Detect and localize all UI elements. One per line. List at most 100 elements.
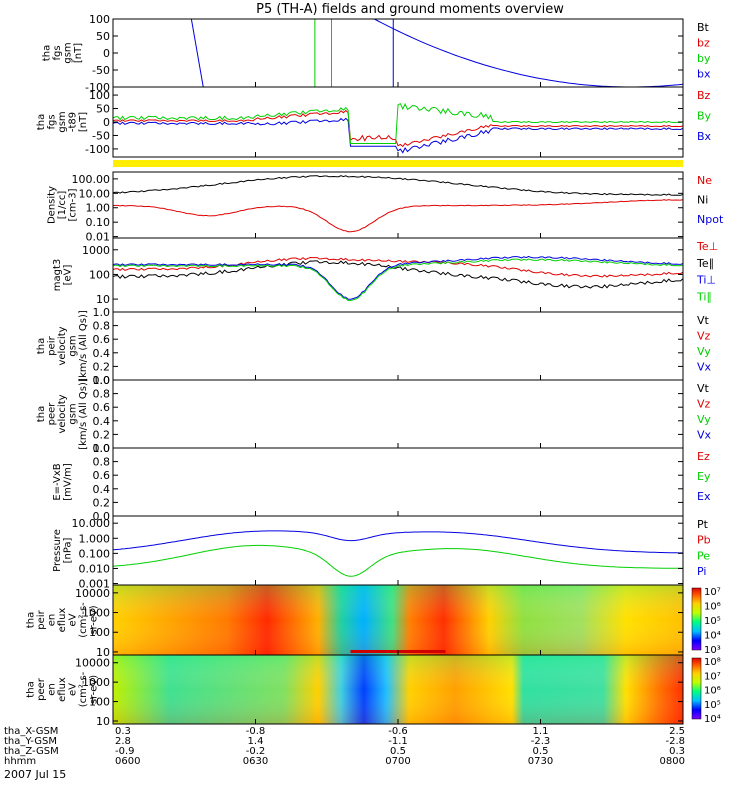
legend-Npot: Npot xyxy=(697,213,724,226)
panel-temp: 1000 100 10 magt3[eV] Te⊥ Te∥ Ti⊥ Ti∥ xyxy=(52,237,718,313)
panel-vi: 1.00.80.60.40.20.0thapeirvelocitygsm[km/… xyxy=(36,306,712,387)
spectrogram-shade xyxy=(113,655,683,724)
y-axis-label-line: [eV] xyxy=(62,265,73,286)
panel-frame xyxy=(112,18,684,88)
x-tick-label: 0700 xyxy=(385,756,410,767)
y-axis-label-line: eV xyxy=(68,613,79,626)
y-axis-label-line: magt3 xyxy=(52,259,63,292)
y-tick-label: 1000 xyxy=(82,676,110,689)
legend-Ni: Ni xyxy=(697,193,708,206)
panel-frame xyxy=(112,311,684,381)
y-axis-label-line: en xyxy=(47,614,58,627)
legend-Bt: Bt xyxy=(697,21,710,34)
y-axis-label-line: peir xyxy=(47,335,58,355)
y-axis-label-line: sr-eV) xyxy=(89,675,100,704)
colorbar-tick: 10⁷ xyxy=(704,671,721,682)
legend-Vt: Vt xyxy=(697,314,710,327)
series-by xyxy=(314,19,332,87)
legend-Vt: Vt xyxy=(697,382,710,395)
colorbar xyxy=(691,587,702,651)
y-axis-label: thapeervelocitygsm[km/s (All Qs)] xyxy=(36,378,89,450)
plot-area xyxy=(113,175,683,233)
x-tick-label: -0.8 xyxy=(246,726,266,737)
plot-area xyxy=(113,655,683,724)
y-tick-label: 50 xyxy=(96,103,110,116)
legend-Vy: Vy xyxy=(697,345,711,358)
x-row-label: tha_Y-GSM xyxy=(4,736,57,747)
colorbar-tick: 10⁴ xyxy=(704,714,721,725)
y-tick-label: -100 xyxy=(85,143,110,156)
spectrogram-shade xyxy=(113,585,683,655)
x-tick-label: 0630 xyxy=(243,756,268,767)
panel-frame xyxy=(112,515,684,586)
legend-Pt: Pt xyxy=(697,518,709,531)
y-tick-label: 0.100 xyxy=(79,547,111,560)
y-axis-label-line: eV xyxy=(68,683,79,696)
y-axis-label-line: Pressure xyxy=(52,529,63,572)
y-axis-label-line: gsm xyxy=(57,111,68,132)
legend-Ti∥: Ti∥ xyxy=(696,290,712,303)
colorbar-tick: 10³ xyxy=(704,645,721,656)
y-tick-label: 1.000 xyxy=(79,532,111,545)
series-Ne xyxy=(113,199,683,233)
plot-area xyxy=(113,585,683,655)
y-axis-label-line: velocity xyxy=(57,394,68,433)
series-Te-par xyxy=(113,260,683,289)
y-axis-label-line: peer xyxy=(47,402,58,426)
y-tick-label: 0.2 xyxy=(93,428,111,441)
y-tick-label: 10000 xyxy=(75,657,110,670)
y-axis-label-line: eflux xyxy=(57,608,68,633)
x-row-label: tha_Z-GSM xyxy=(4,746,59,757)
y-axis-label-line: peer xyxy=(36,677,47,701)
legend-Bx: Bx xyxy=(697,130,712,143)
x-row-label: tha_X-GSM xyxy=(4,726,58,737)
legend-Pi: Pi xyxy=(697,565,706,578)
y-tick-label: 1.00 xyxy=(86,202,111,215)
legend-Ne: Ne xyxy=(697,174,712,187)
x-tick-label: -0.9 xyxy=(115,746,135,757)
y-tick-label: -50 xyxy=(92,129,110,142)
y-axis-label-line: [nPa] xyxy=(62,537,73,563)
legend-bx: bx xyxy=(697,67,711,80)
x-tick-label: 0.3 xyxy=(669,746,685,757)
series-Bx xyxy=(113,117,683,154)
y-tick-label: 0.10 xyxy=(86,216,111,229)
y-axis-label-line: [nT] xyxy=(78,112,89,132)
y-tick-label: 0.4 xyxy=(93,483,111,496)
y-axis-label: thapeirenefluxeV(cm²-s-sr-eV) xyxy=(26,602,100,638)
series-Pe xyxy=(113,544,683,577)
panel-ve: 1.00.80.60.40.20.0thapeervelocitygsm[km/… xyxy=(36,374,712,455)
y-axis-label-line: (cm²-s- xyxy=(78,602,89,638)
y-tick-label: 10 xyxy=(96,293,110,306)
panel-frame xyxy=(112,447,684,517)
y-axis-label-line: sr-eV) xyxy=(89,605,100,634)
y-axis-label: Density[1/cc][cm-3] xyxy=(47,186,79,224)
plot-area xyxy=(113,102,683,154)
x-tick-label: -1.1 xyxy=(388,736,408,747)
legend-Bz: Bz xyxy=(697,89,711,102)
y-tick-label: 0.0 xyxy=(93,374,111,387)
y-tick-label: 0.0 xyxy=(93,510,111,523)
colorbar-tick: 10⁴ xyxy=(704,631,721,642)
x-tick-label: 2.5 xyxy=(669,726,685,737)
x-tick-label: 0.5 xyxy=(390,746,406,757)
y-axis-label-line: gsm xyxy=(62,42,73,63)
colorbar-tick: 10⁶ xyxy=(704,686,721,697)
y-tick-label: 0.8 xyxy=(93,388,111,401)
y-tick-label: 1000 xyxy=(82,244,110,257)
y-tick-label: 100 xyxy=(89,626,110,639)
y-tick-label: 10.000 xyxy=(72,517,111,530)
x-tick-label: 0.3 xyxy=(115,726,131,737)
y-axis-label-line: [km/s (All Qs)] xyxy=(78,378,89,450)
y-tick-label: 0.8 xyxy=(93,320,111,333)
series-bx xyxy=(373,19,683,87)
x-tick-label: 0600 xyxy=(115,756,140,767)
date-label: 2007 Jul 15 xyxy=(4,768,66,781)
series-By xyxy=(113,102,683,144)
y-tick-label: -50 xyxy=(92,64,110,77)
legend-Ti⊥: Ti⊥ xyxy=(696,274,716,287)
y-axis-label-line: gsm xyxy=(68,335,79,356)
